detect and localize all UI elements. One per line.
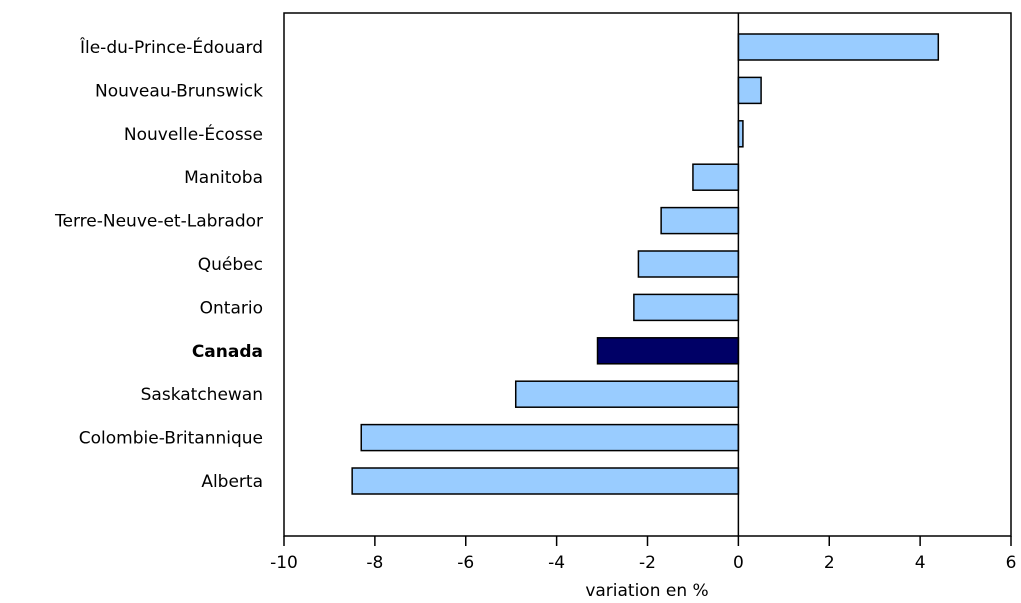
category-label: Nouvelle-Écosse [124, 123, 263, 145]
x-tick-label: 0 [733, 553, 744, 573]
bar-saskatchewan [514, 380, 740, 408]
category-label: Nouveau-Brunswick [95, 81, 263, 101]
x-axis-title: variation en % [585, 581, 708, 601]
x-tick-label: -6 [457, 553, 474, 573]
bar-terre-neuve-et-labrador [660, 206, 740, 235]
bar-colombie-britannique [360, 423, 740, 452]
x-tick-label: 4 [915, 553, 926, 573]
category-labels: Île-du-Prince-Édouard Nouveau-Brunswick No… [54, 36, 263, 492]
x-axis-ticks: -10 -8 -6 -4 -2 0 2 4 6 [270, 536, 1016, 573]
bars-group [351, 33, 940, 495]
bar-qu-bec [637, 250, 740, 278]
x-tick-label: -4 [548, 553, 565, 573]
category-label: Ontario [200, 298, 263, 318]
category-label: Canada [192, 342, 263, 362]
category-label: Alberta [201, 472, 263, 492]
category-label: Terre-Neuve-et-Labrador [54, 212, 263, 232]
bar-nouveau-brunswick [737, 76, 762, 105]
bar-alberta [351, 467, 740, 495]
x-tick-label: 6 [1006, 553, 1017, 573]
bar--le-du-prince-douard [737, 33, 940, 61]
category-label: Manitoba [184, 168, 263, 188]
category-label: Saskatchewan [141, 385, 263, 405]
x-tick-label: 2 [824, 553, 835, 573]
bar-manitoba [692, 163, 740, 191]
category-label: Colombie-Britannique [79, 429, 263, 449]
bar-ontario [633, 293, 740, 322]
x-tick-label: -8 [366, 553, 383, 573]
bar-canada [596, 337, 740, 365]
category-label: Île-du-Prince-Édouard [79, 36, 263, 58]
category-label: Québec [198, 255, 263, 275]
x-tick-label: -2 [639, 553, 656, 573]
x-tick-label: -10 [270, 553, 298, 573]
